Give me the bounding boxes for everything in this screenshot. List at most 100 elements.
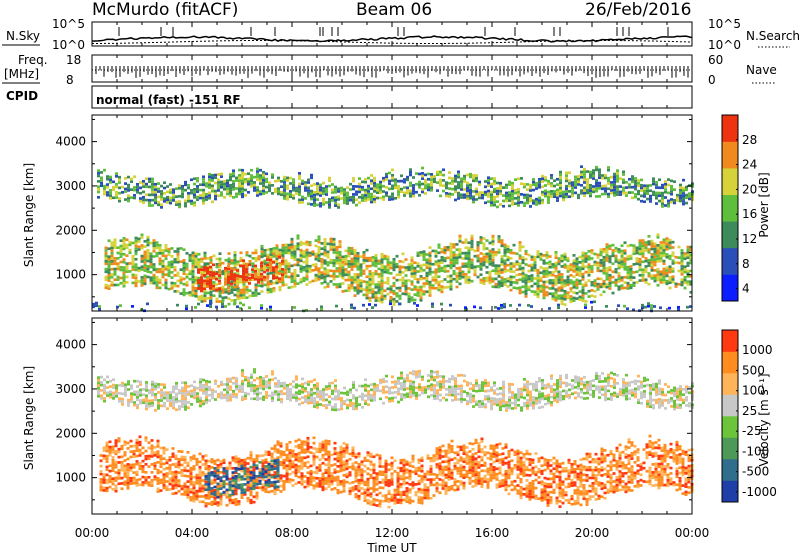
heatmap-cell — [144, 470, 148, 474]
heatmap-cell — [224, 288, 228, 291]
heatmap-cell — [285, 467, 289, 470]
heatmap-cell — [445, 192, 448, 195]
heatmap-cell — [342, 452, 346, 456]
heatmap-cell — [449, 255, 453, 259]
heatmap-cell — [221, 261, 225, 265]
heatmap-cell — [460, 180, 463, 183]
heatmap-cell — [111, 482, 115, 486]
heatmap-cell — [134, 241, 138, 245]
heatmap-cell — [290, 248, 294, 252]
heatmap-cell — [119, 268, 123, 272]
heatmap-cell — [260, 247, 264, 251]
heatmap-cell — [601, 176, 604, 180]
heatmap-cell — [210, 482, 214, 485]
heatmap-cell — [335, 253, 339, 257]
heatmap-cell — [287, 249, 291, 252]
heatmap-cell — [386, 260, 390, 264]
heatmap-cell — [340, 189, 343, 192]
heatmap-cell — [470, 261, 474, 264]
heatmap-cell — [184, 188, 187, 192]
heatmap-cell — [449, 261, 453, 264]
heatmap-cell — [165, 488, 169, 491]
heatmap-cell — [646, 187, 649, 190]
heatmap-cell — [239, 291, 243, 295]
heatmap-cell — [377, 280, 381, 284]
heatmap-cell — [661, 186, 664, 190]
heatmap-cell — [241, 171, 244, 175]
heatmap-cell — [327, 442, 331, 446]
heatmap-cell — [288, 462, 292, 465]
heatmap-cell — [226, 182, 229, 185]
heatmap-cell — [97, 195, 100, 199]
heatmap-cell — [371, 290, 375, 294]
heatmap-cell — [323, 270, 327, 273]
heatmap-cell — [198, 460, 202, 464]
heatmap-cell — [373, 176, 376, 180]
heatmap-cell — [503, 246, 507, 249]
heatmap-cell — [298, 190, 301, 194]
heatmap-cell — [506, 279, 510, 283]
heatmap-cell — [566, 270, 570, 273]
heatmap-cell — [581, 254, 585, 257]
heatmap-cell — [461, 257, 465, 260]
heatmap-cell — [220, 183, 223, 186]
heatmap-cell — [285, 464, 289, 468]
heatmap-cell — [186, 464, 190, 467]
heatmap-cell — [197, 271, 200, 274]
heatmap-cell — [199, 196, 202, 200]
heatmap-cell — [168, 469, 172, 473]
heatmap-cell — [409, 173, 412, 177]
heatmap-cell — [135, 470, 139, 474]
heatmap-cell — [590, 289, 594, 292]
heatmap-cell — [580, 191, 583, 195]
heatmap-cell — [442, 179, 445, 182]
heatmap-cell — [297, 465, 301, 468]
heatmap-cell — [194, 276, 198, 279]
heatmap-cell — [171, 452, 175, 456]
heatmap-cell — [245, 270, 248, 274]
heatmap-cell — [478, 183, 481, 186]
heatmap-cell — [682, 189, 685, 193]
heatmap-cell — [454, 198, 457, 202]
heatmap-cell — [437, 259, 441, 263]
heatmap-cell — [318, 463, 322, 467]
heatmap-cell — [568, 182, 571, 185]
heatmap-cell — [106, 177, 109, 181]
heatmap-cell — [206, 272, 209, 275]
heatmap-cell — [554, 298, 558, 302]
heatmap-cell — [641, 306, 644, 310]
heatmap-cell — [174, 481, 178, 484]
heatmap-cell — [234, 458, 238, 461]
heatmap-cell — [137, 266, 141, 270]
heatmap-cell — [472, 198, 475, 201]
heatmap-cell — [336, 483, 340, 487]
heatmap-cell — [169, 191, 172, 194]
heatmap-cell — [209, 290, 213, 294]
heatmap-cell — [167, 287, 171, 291]
heatmap-cell — [289, 195, 292, 199]
heatmap-cell — [348, 471, 352, 474]
heatmap-cell — [338, 242, 342, 246]
heatmap-cell — [129, 445, 133, 448]
heatmap-cell — [517, 204, 520, 207]
heatmap-cell — [113, 243, 117, 247]
heatmap-cell — [133, 194, 136, 197]
heatmap-cell — [261, 488, 265, 492]
heatmap-cell — [336, 457, 340, 460]
heatmap-cell — [668, 257, 672, 261]
heatmap-cell — [210, 503, 214, 507]
heatmap-cell — [569, 295, 573, 298]
heatmap-cell — [309, 451, 313, 454]
heatmap-cell — [339, 453, 343, 457]
heatmap-cell — [114, 441, 118, 445]
heatmap-cell — [586, 191, 589, 195]
heatmap-cell — [449, 266, 453, 270]
heatmap-cell — [325, 201, 328, 204]
heatmap-cell — [266, 261, 270, 265]
heatmap-cell — [238, 187, 241, 190]
heatmap-cell — [116, 275, 120, 279]
heatmap-cell — [428, 259, 432, 263]
heatmap-cell — [247, 177, 250, 181]
heatmap-cell — [494, 250, 498, 254]
